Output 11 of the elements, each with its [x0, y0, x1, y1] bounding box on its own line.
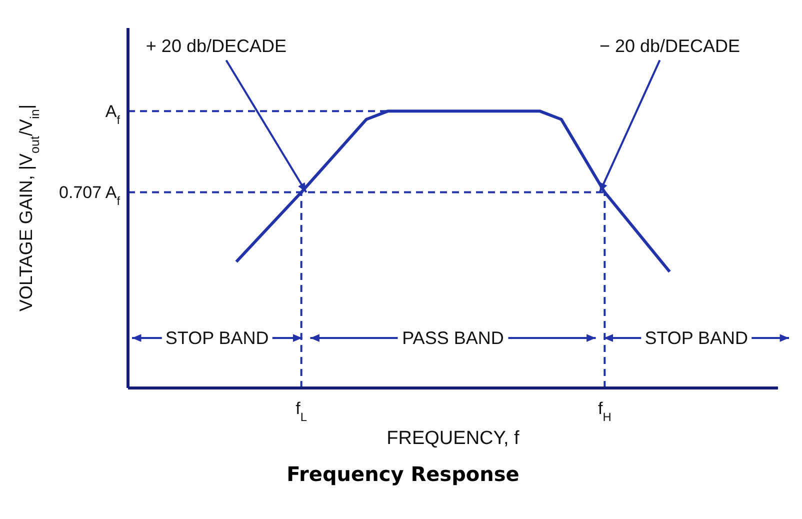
ref-line-label: 0.707 A$_{f}$ — [59, 183, 121, 208]
annotation: PASS BAND — [402, 328, 504, 348]
ref-line-label: A$_{f}$ — [105, 102, 121, 128]
annotation: STOP BAND — [165, 328, 269, 348]
text: Frequency Response — [286, 462, 520, 486]
x-tick-label: f$_{L}$ — [296, 399, 308, 424]
annotation: STOP BAND — [644, 328, 748, 348]
x-tick-label: f$_{H}$ — [598, 399, 612, 424]
annotation: + 20 db/DECADE — [146, 36, 287, 56]
x-axis-title: FREQUENCY, f — [386, 428, 520, 449]
annotation: − 20 db/DECADE — [599, 36, 740, 56]
